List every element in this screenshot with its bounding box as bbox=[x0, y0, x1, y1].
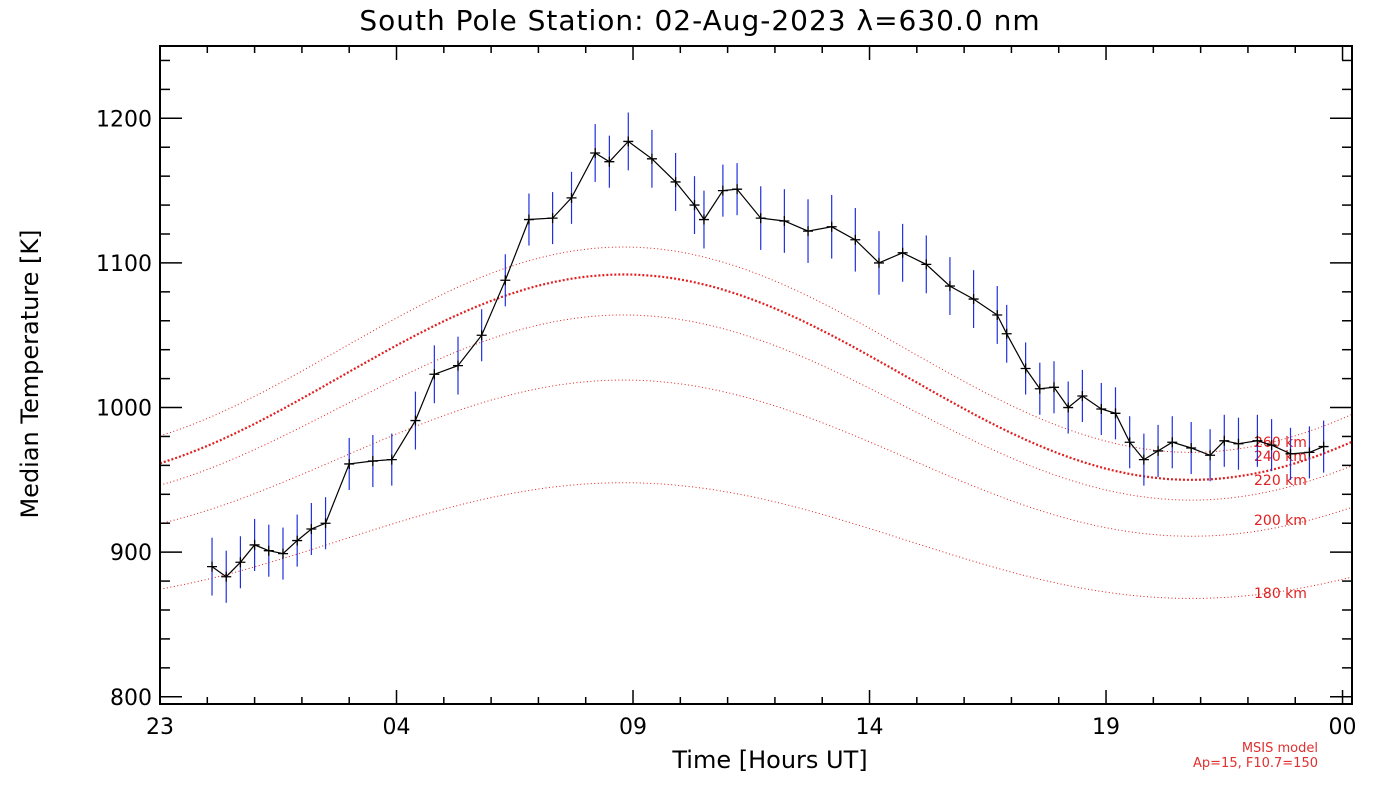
data-point bbox=[1233, 438, 1244, 449]
data-point bbox=[604, 156, 615, 167]
data-point bbox=[1020, 363, 1031, 374]
x-tick-label: 19 bbox=[1092, 715, 1120, 740]
data-point bbox=[410, 415, 421, 426]
measured-line-group bbox=[211, 140, 1324, 578]
data-point bbox=[1077, 390, 1088, 401]
data-point bbox=[717, 185, 728, 196]
y-axis-label: Median Temperature [K] bbox=[16, 229, 44, 519]
plot-frame bbox=[159, 45, 1353, 705]
data-point bbox=[850, 234, 861, 245]
data-point bbox=[944, 281, 955, 292]
msis-annotation-line2: Ap=15, F10.7=150 bbox=[1193, 756, 1318, 771]
data-point bbox=[968, 294, 979, 305]
data-point bbox=[453, 360, 463, 371]
data-point bbox=[523, 214, 534, 225]
data-point bbox=[1186, 443, 1197, 454]
data-point bbox=[1153, 445, 1164, 456]
data-point bbox=[221, 571, 232, 582]
data-point bbox=[698, 214, 709, 225]
data-point bbox=[306, 524, 317, 535]
measured-temperature-line bbox=[211, 140, 1324, 578]
x-tick-label: 23 bbox=[146, 715, 174, 740]
data-point bbox=[1049, 382, 1059, 393]
y-tick-label: 900 bbox=[110, 541, 152, 566]
data-point bbox=[1219, 435, 1230, 446]
axes-group: 23 04 09 14 19 00 800 900 1000 1100 1200 bbox=[96, 45, 1357, 740]
data-point bbox=[590, 148, 601, 159]
model-label-260km: 260 km bbox=[1254, 435, 1307, 451]
data-point bbox=[826, 221, 837, 232]
data-point bbox=[897, 247, 908, 258]
model-label-240km: 240 km bbox=[1254, 449, 1307, 465]
data-point bbox=[803, 226, 814, 237]
x-tick-label: 04 bbox=[383, 715, 411, 740]
measured-points-group bbox=[207, 136, 1329, 582]
data-point bbox=[1167, 437, 1178, 448]
data-point bbox=[873, 257, 884, 268]
data-point bbox=[1124, 437, 1135, 448]
data-point bbox=[1266, 440, 1277, 451]
y-tick-label: 1000 bbox=[96, 397, 152, 422]
model-curves-group bbox=[159, 246, 1353, 599]
data-point bbox=[623, 136, 634, 147]
data-point bbox=[235, 557, 246, 568]
data-point bbox=[386, 454, 397, 465]
data-point bbox=[1110, 408, 1121, 419]
model-label-180km: 180 km bbox=[1254, 586, 1307, 602]
model-label-200km: 200 km bbox=[1254, 513, 1307, 529]
data-point bbox=[1096, 403, 1107, 414]
model-curve-180km bbox=[159, 482, 1353, 599]
x-tick-label: 09 bbox=[619, 715, 647, 740]
data-point bbox=[992, 309, 1003, 320]
data-point bbox=[207, 561, 218, 572]
chart-title: South Pole Station: 02-Aug-2023 λ=630.0 … bbox=[359, 4, 1041, 37]
y-tick-label: 800 bbox=[110, 686, 152, 711]
model-curve-240km bbox=[159, 273, 1353, 481]
data-point bbox=[263, 545, 274, 556]
data-point bbox=[566, 192, 577, 203]
data-point bbox=[367, 456, 378, 467]
model-label-220km: 220 km bbox=[1254, 473, 1307, 489]
data-point bbox=[1205, 450, 1216, 461]
data-point bbox=[476, 330, 487, 341]
data-point bbox=[429, 369, 440, 380]
data-point bbox=[1138, 454, 1149, 465]
model-curve-200km bbox=[159, 379, 1353, 537]
data-point bbox=[1304, 447, 1315, 458]
data-point bbox=[1001, 328, 1012, 339]
data-point bbox=[670, 176, 681, 187]
data-point bbox=[1285, 448, 1296, 459]
data-point bbox=[689, 200, 700, 211]
data-point bbox=[277, 548, 288, 559]
data-point bbox=[646, 153, 657, 164]
data-point bbox=[1252, 435, 1263, 446]
model-curve-260km bbox=[159, 246, 1353, 453]
data-point bbox=[755, 213, 766, 224]
data-point bbox=[1318, 441, 1329, 452]
data-point bbox=[500, 275, 511, 286]
data-point bbox=[779, 215, 790, 226]
data-point bbox=[320, 518, 331, 529]
data-point bbox=[1034, 383, 1045, 394]
error-bars-group bbox=[211, 112, 1325, 603]
data-point bbox=[344, 458, 355, 469]
data-point bbox=[1063, 402, 1074, 413]
msis-annotation-line1: MSIS model bbox=[1241, 741, 1318, 756]
data-point bbox=[547, 213, 558, 224]
data-point bbox=[732, 184, 743, 195]
y-tick-label: 1100 bbox=[96, 252, 152, 277]
x-tick-label: 00 bbox=[1329, 715, 1357, 740]
data-point bbox=[249, 539, 260, 550]
model-curve-220km bbox=[159, 314, 1353, 501]
data-point bbox=[292, 535, 303, 546]
x-axis-label: Time [Hours UT] bbox=[672, 746, 868, 774]
y-tick-label: 1200 bbox=[96, 107, 152, 132]
data-point bbox=[921, 259, 932, 270]
x-tick-label: 14 bbox=[856, 715, 884, 740]
